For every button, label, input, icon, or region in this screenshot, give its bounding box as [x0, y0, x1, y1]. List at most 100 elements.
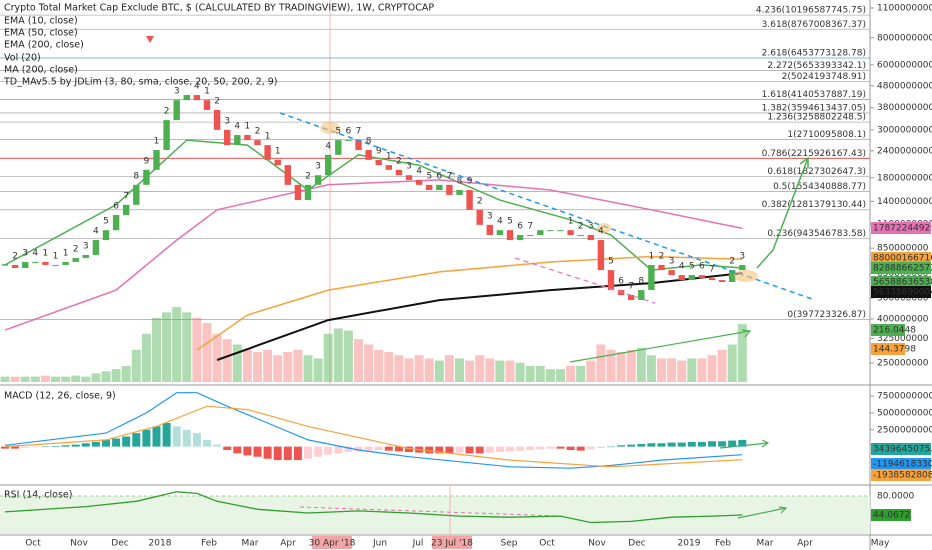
td-count: 2: [396, 156, 402, 166]
price-tag: [871, 276, 931, 288]
histogram-bar: [293, 446, 302, 461]
y-tick-label: 850000000: [877, 244, 929, 254]
x-tick-label: 2019: [678, 539, 701, 549]
candle: [62, 261, 69, 265]
x-tick-label: Mar: [242, 539, 259, 549]
volume-bar: [222, 339, 232, 382]
volume-bar: [20, 376, 30, 382]
volume-bar: [323, 333, 333, 382]
histogram-bar: [51, 445, 60, 447]
candle: [42, 261, 49, 265]
td-count: 1: [154, 137, 160, 147]
histogram-bar: [192, 433, 201, 447]
volume-bar: [495, 360, 505, 382]
candle: [213, 109, 221, 130]
candle: [385, 165, 392, 170]
candle: [254, 140, 261, 146]
volume-bar: [131, 349, 141, 382]
y-tick-label: 8000000000: [877, 33, 932, 43]
legend-entry: MA (200, close): [4, 65, 78, 76]
candle: [466, 190, 473, 210]
price-tag: [871, 286, 931, 298]
y-tick-label: 250000000: [877, 359, 929, 369]
td-count: 5: [103, 217, 109, 227]
volume-bar: [556, 369, 565, 382]
histogram-bar: [162, 423, 171, 447]
candle: [112, 215, 120, 231]
td-count: 2: [477, 196, 483, 206]
td-count: 7: [123, 191, 129, 201]
legend-entry: TD_MAv5.5 by JDLim (3, 80, sma, close, 2…: [3, 77, 278, 88]
price-tag-label: -1194618330.4895: [873, 460, 932, 470]
histogram-bar: [112, 438, 121, 447]
histogram-bar: [657, 443, 666, 447]
candle: [516, 235, 524, 241]
histogram-bar: [374, 446, 383, 450]
macd-line: [4, 405, 743, 468]
histogram-bar: [394, 446, 403, 452]
td-count: 7: [709, 265, 715, 275]
candle: [668, 270, 675, 276]
candle: [133, 184, 140, 205]
candle: [92, 240, 100, 255]
candle: [708, 278, 716, 281]
volume-bar: [475, 355, 485, 382]
candle: [658, 264, 665, 271]
td-count: 4: [416, 166, 422, 176]
candle: [456, 190, 463, 195]
price-tag: [871, 343, 905, 355]
fib-label: 4.236(10196587745.75): [756, 6, 866, 16]
volume-bar: [263, 349, 273, 382]
price-tag: [871, 324, 905, 336]
candle: [163, 120, 170, 151]
fib-label: 0.5(1554340888.77): [773, 182, 866, 192]
volume-bar: [404, 358, 414, 382]
price-tag: [871, 222, 931, 234]
candle: [52, 264, 59, 266]
td-count: 3: [315, 162, 321, 172]
td-count: 4: [234, 122, 240, 132]
histogram-bar: [122, 436, 131, 447]
date-highlight-label: 23 Jul '18: [431, 539, 473, 549]
candle: [72, 257, 79, 262]
fib-layer: 4.236(10196587745.75) 3.618(8767008367.37…: [0, 6, 870, 320]
td-count: 9: [467, 177, 473, 187]
volume-bar: [81, 376, 91, 382]
volume-bar: [202, 323, 212, 382]
histogram-bar: [516, 446, 525, 451]
td-count: 1: [63, 248, 69, 258]
fib-label: 0.382(1281379130.44): [762, 200, 866, 210]
histogram-bar: [627, 444, 636, 447]
histogram-bar: [324, 446, 333, 455]
fib-label: 2.618(6453773128.78): [762, 49, 866, 59]
histogram-bar: [556, 446, 565, 449]
td-count: 1: [649, 251, 655, 261]
td-count: 7: [447, 171, 453, 181]
td-count: 5: [335, 127, 341, 137]
td-count: 5: [426, 171, 432, 181]
price-tag-label: 144.3798: [873, 345, 916, 355]
candle: [294, 184, 302, 201]
volume-bar: [727, 344, 737, 382]
td-count: 1: [568, 217, 574, 227]
x-tick-label: Feb: [715, 539, 731, 549]
td-count: 1: [386, 152, 392, 162]
volume-bar: [586, 360, 596, 382]
volume-bar: [61, 376, 71, 382]
histogram-bar: [647, 443, 656, 447]
histogram-bar: [213, 444, 222, 447]
fib-label: 0.236(943546783.58): [767, 229, 866, 239]
histogram-bar: [31, 446, 40, 448]
candle: [436, 184, 443, 191]
histogram-bar: [253, 446, 262, 457]
td-count: 9: [144, 156, 150, 166]
volume-bar: [485, 358, 495, 382]
arrow-head: [761, 439, 770, 448]
candle: [597, 240, 605, 271]
candle: [82, 254, 89, 258]
volume-bar: [242, 349, 252, 382]
td-count: 3: [224, 116, 230, 126]
td-count: 2: [659, 251, 665, 261]
histogram-bar: [334, 446, 343, 454]
